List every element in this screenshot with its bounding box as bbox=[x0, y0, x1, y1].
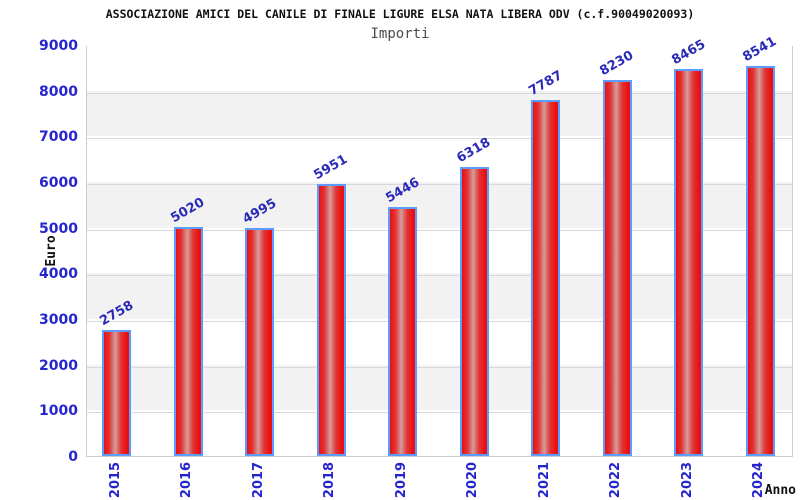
y-tick-label: 1000 bbox=[39, 403, 78, 420]
y-tick-label: 0 bbox=[68, 449, 78, 465]
gridline bbox=[87, 366, 792, 368]
gridline bbox=[87, 138, 792, 140]
y-tick-label: 5000 bbox=[39, 220, 78, 237]
gridline bbox=[87, 92, 792, 94]
x-tick-label: 2023 bbox=[679, 461, 695, 499]
plot-area bbox=[86, 45, 793, 457]
bar bbox=[316, 184, 346, 456]
y-tick-label: 6000 bbox=[39, 175, 78, 191]
y-tick-label: 7000 bbox=[39, 129, 78, 146]
y-tick-label: 3000 bbox=[39, 312, 78, 328]
x-tick-label: 2016 bbox=[179, 461, 195, 499]
x-tick-label: 2024 bbox=[751, 461, 767, 499]
gridline bbox=[87, 412, 792, 414]
bar bbox=[674, 69, 704, 456]
x-tick-label: 2019 bbox=[393, 461, 409, 499]
gridline bbox=[87, 184, 792, 185]
x-tick-label: 2017 bbox=[250, 461, 266, 499]
bar bbox=[388, 207, 418, 456]
chart-subtitle: Importi bbox=[370, 26, 430, 42]
bar bbox=[745, 65, 775, 456]
bar bbox=[531, 100, 561, 456]
gridline bbox=[87, 275, 792, 277]
gridline bbox=[87, 321, 792, 322]
x-tick-label: 2020 bbox=[465, 461, 481, 499]
y-tick-label: 4000 bbox=[39, 266, 78, 283]
gridline bbox=[87, 229, 792, 231]
bar bbox=[245, 227, 275, 456]
y-tick-label: 9000 bbox=[39, 38, 78, 54]
y-tick-label: 8000 bbox=[39, 83, 78, 100]
chart-title: ASSOCIAZIONE AMICI DEL CANILE DI FINALE … bbox=[105, 7, 695, 21]
bar bbox=[602, 80, 632, 456]
y-tick-label: 2000 bbox=[39, 357, 78, 374]
bar bbox=[102, 330, 131, 456]
x-tick-label: 2015 bbox=[107, 461, 123, 499]
x-tick-label: 2021 bbox=[536, 461, 552, 499]
bar bbox=[173, 226, 203, 456]
x-tick-label: 2018 bbox=[322, 461, 338, 499]
bar bbox=[459, 167, 489, 456]
x-tick-label: 2022 bbox=[608, 461, 624, 499]
x-axis-label: Anno bbox=[764, 483, 796, 498]
